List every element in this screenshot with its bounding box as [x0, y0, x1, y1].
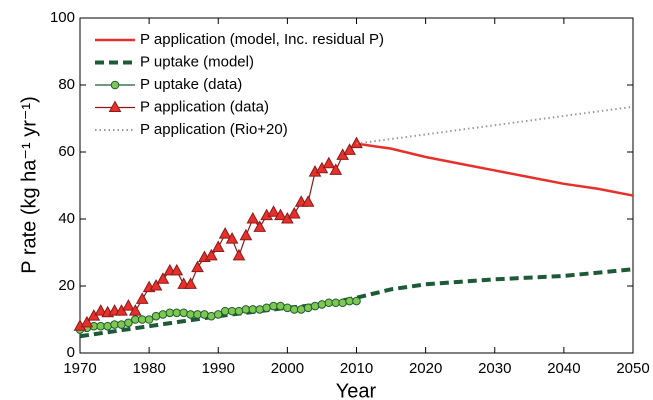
data-point — [262, 303, 271, 313]
data-point — [135, 292, 149, 304]
data-point — [122, 299, 135, 311]
data-point — [329, 163, 343, 175]
data-point — [191, 260, 204, 273]
data-point — [253, 220, 267, 232]
data-point — [103, 321, 112, 331]
y-tick-label: 80 — [58, 76, 75, 93]
data-point — [204, 248, 218, 261]
series-line — [79, 267, 634, 339]
legend-label: P application (model, Inc. residual P) — [140, 31, 384, 48]
data-point — [144, 315, 154, 324]
data-point — [283, 303, 292, 313]
x-tick-label: 1990 — [202, 360, 235, 377]
y-tick-label: 40 — [58, 210, 75, 227]
data-point — [170, 263, 184, 276]
data-point — [267, 205, 280, 217]
data-point — [246, 211, 260, 224]
data-point — [232, 248, 246, 261]
y-tick-label: 60 — [58, 143, 75, 160]
data-point — [274, 208, 287, 221]
data-point — [352, 296, 361, 306]
data-point — [211, 240, 225, 252]
data-point — [296, 305, 306, 314]
x-tick-label: 1970 — [63, 360, 96, 377]
data-point — [213, 310, 223, 319]
data-point — [124, 318, 133, 328]
data-point — [117, 320, 126, 329]
data-point — [255, 305, 265, 314]
x-tick-label: 2020 — [409, 360, 442, 377]
data-point — [322, 156, 336, 169]
legend-label: P application (Rio+20) — [140, 121, 288, 138]
x-tick-label: 2010 — [340, 360, 373, 377]
x-tick-label: 1980 — [132, 360, 165, 377]
series-line — [356, 142, 634, 197]
x-axis-label: Year — [336, 380, 377, 400]
data-point — [128, 304, 142, 316]
data-point — [234, 306, 244, 316]
y-tick-label: 100 — [50, 9, 75, 26]
data-point — [301, 195, 315, 207]
data-point — [94, 304, 108, 316]
data-point — [338, 298, 347, 308]
x-tick-label: 2030 — [478, 360, 511, 377]
data-point — [207, 311, 216, 321]
data-point — [343, 143, 356, 155]
x-tick-label: 2050 — [616, 360, 649, 377]
legend-label: P uptake (data) — [140, 76, 242, 93]
x-tick-label: 2000 — [271, 360, 304, 377]
x-tick-label: 2040 — [547, 360, 580, 377]
data-point — [108, 100, 122, 112]
y-tick-label: 0 — [67, 344, 75, 361]
data-point — [287, 206, 301, 219]
data-point — [303, 303, 313, 313]
data-point — [179, 308, 188, 318]
data-point — [310, 301, 320, 311]
y-axis-label: P rate (kg ha⁻¹ yr⁻¹) — [18, 96, 40, 273]
data-point — [156, 272, 170, 284]
data-point — [200, 310, 209, 319]
series-line — [356, 105, 634, 145]
data-point — [80, 315, 94, 328]
data-point — [110, 80, 120, 90]
y-tick-label: 20 — [58, 277, 75, 294]
data-point — [239, 228, 253, 241]
data-point — [184, 277, 197, 289]
data-point — [158, 310, 168, 319]
data-point — [317, 300, 327, 309]
data-point — [149, 278, 163, 291]
data-point — [225, 232, 239, 244]
data-point — [218, 227, 232, 239]
data-point — [151, 311, 161, 321]
legend-label: P application (data) — [140, 98, 269, 115]
legend-label: P uptake (model) — [140, 53, 254, 70]
data-point — [276, 301, 285, 311]
